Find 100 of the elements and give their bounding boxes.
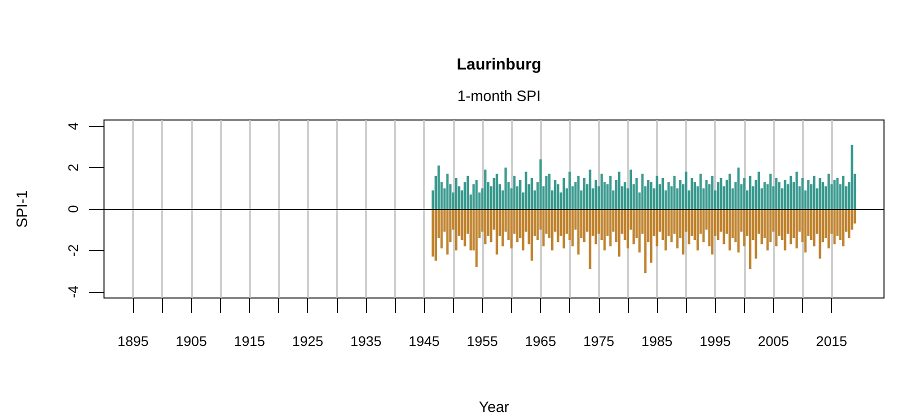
bar: [568, 172, 571, 209]
y-tick-label: -4: [65, 285, 81, 298]
y-axis-title: SPI-1: [14, 190, 31, 228]
bar: [434, 209, 437, 261]
bar: [694, 182, 696, 209]
bar: [522, 209, 524, 250]
x-tick-label: 1915: [234, 333, 266, 349]
bar: [662, 178, 664, 209]
bar: [594, 209, 598, 244]
bar: [748, 176, 752, 209]
bar: [464, 209, 466, 246]
bar: [635, 178, 638, 209]
bar: [554, 180, 556, 209]
bar: [716, 209, 720, 240]
bar: [609, 176, 612, 209]
x-tick-label: 1985: [641, 333, 673, 349]
bar: [775, 209, 778, 246]
bar: [440, 209, 443, 248]
x-tick-label: 2005: [758, 333, 790, 349]
bar: [778, 182, 780, 209]
bar: [571, 209, 574, 246]
x-tick-label: 1905: [176, 333, 208, 349]
bar: [790, 209, 792, 244]
bar: [618, 172, 620, 209]
bar: [848, 209, 850, 238]
bar: [804, 209, 807, 252]
bar: [667, 182, 670, 209]
bar: [502, 209, 504, 246]
bar: [641, 174, 644, 209]
bar: [551, 209, 554, 250]
x-tick-label: 1935: [350, 333, 382, 349]
bar: [446, 174, 449, 209]
bar: [702, 209, 705, 242]
bar: [828, 209, 830, 248]
x-tick-label: 1975: [583, 333, 615, 349]
bar: [504, 168, 507, 209]
bar: [496, 174, 498, 209]
bar: [518, 180, 522, 209]
bar: [679, 180, 682, 209]
bar: [454, 209, 458, 250]
bar: [647, 180, 650, 209]
bar: [812, 176, 816, 209]
bar: [539, 159, 542, 209]
bar: [828, 174, 830, 209]
chart-subtitle: 1-month SPI: [457, 88, 541, 105]
bar: [836, 178, 839, 209]
bar: [490, 209, 492, 242]
bar: [548, 174, 550, 209]
bar: [812, 209, 816, 246]
bar: [516, 209, 518, 242]
chart-title: Laurinburg: [456, 56, 542, 74]
bar: [795, 172, 798, 209]
bar: [842, 209, 844, 246]
bar: [775, 178, 778, 209]
bar: [807, 180, 810, 209]
bar: [664, 209, 667, 250]
bar: [432, 209, 434, 257]
bar: [696, 209, 699, 250]
bar: [790, 176, 792, 209]
bar: [609, 209, 612, 246]
y-tick-label: 4: [65, 122, 81, 130]
bar: [682, 209, 684, 255]
bar: [684, 172, 688, 209]
x-tick-label: 1995: [700, 333, 731, 349]
y-tick-label: 2: [65, 164, 81, 172]
bar: [577, 209, 580, 255]
bar: [454, 178, 458, 209]
bar: [822, 182, 824, 209]
bar: [446, 209, 449, 255]
bar: [583, 209, 586, 242]
bar: [728, 174, 731, 209]
y-tick-label: -2: [65, 244, 81, 257]
bar: [760, 209, 763, 244]
bar: [743, 209, 746, 246]
x-tick-label: 1955: [466, 333, 498, 349]
bar: [466, 176, 470, 209]
bar: [583, 178, 586, 209]
bar: [722, 209, 726, 244]
bar: [632, 209, 635, 244]
bar: [650, 209, 652, 263]
bar: [530, 209, 534, 261]
y-tick-label: 0: [65, 204, 81, 213]
bar: [699, 174, 702, 209]
bar: [562, 178, 566, 209]
bar: [484, 209, 486, 244]
bar: [484, 170, 486, 209]
bar: [472, 184, 475, 209]
bar: [600, 174, 603, 209]
bar: [711, 176, 714, 209]
x-tick-label: 1965: [524, 333, 556, 349]
bar: [513, 176, 516, 209]
x-tick-label: 2015: [816, 333, 848, 349]
bar: [496, 209, 498, 255]
bar: [766, 209, 769, 250]
bar: [748, 209, 752, 270]
bar: [562, 209, 566, 248]
bar: [545, 176, 548, 209]
bar: [673, 176, 676, 209]
bar: [630, 170, 632, 209]
bar: [536, 209, 539, 240]
